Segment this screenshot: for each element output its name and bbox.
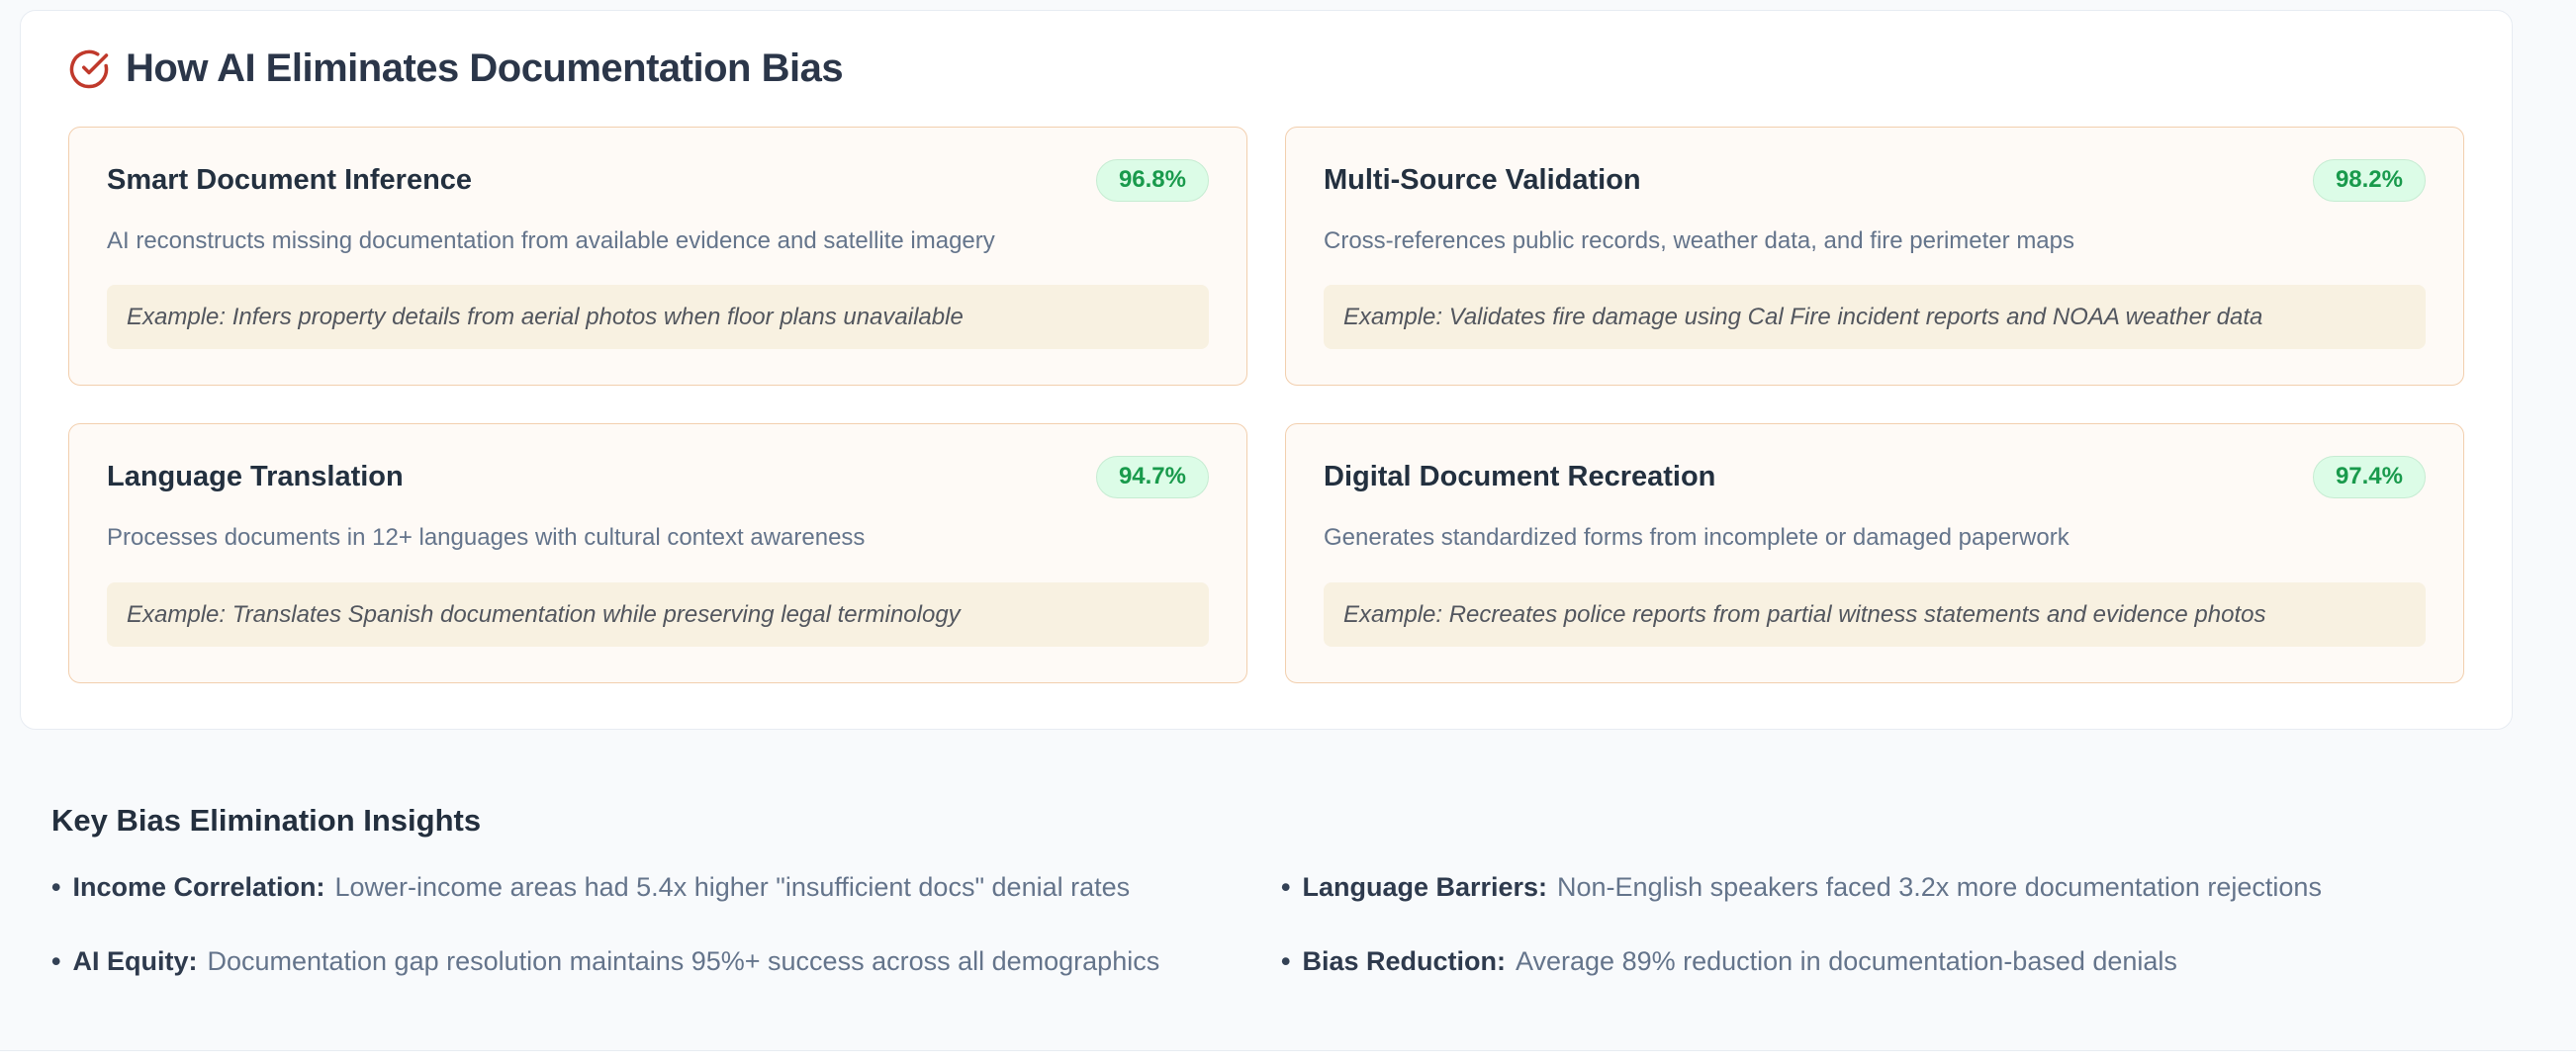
section-divider (0, 1050, 2576, 1064)
capability-example: Example: Infers property details from ae… (107, 285, 1209, 350)
accuracy-badge: 98.2% (2312, 159, 2426, 202)
insight-text: Lower-income areas had 5.4x higher "insu… (334, 872, 1131, 902)
insight-ai-equity: • AI Equity: Documentation gap resolution … (51, 944, 1265, 979)
panel-header: How AI Eliminates Documentation Bias (68, 46, 2464, 91)
capability-card-header: Digital Document Recreation 97.4% (1324, 456, 2426, 499)
documentation-bias-panel: How AI Eliminates Documentation Bias Sma… (20, 10, 2513, 730)
insights-grid: • Income Correlation: Lower-income areas h… (51, 870, 2495, 979)
accuracy-badge: 96.8% (1095, 159, 1209, 202)
bullet-icon: • (1281, 872, 1291, 902)
capability-card-digital-document-recreation: Digital Document Recreation 97.4% Genera… (1285, 423, 2464, 683)
capability-card-smart-document-inference: Smart Document Inference 96.8% AI recons… (68, 127, 1247, 387)
bullet-icon: • (51, 872, 61, 902)
capability-description: Processes documents in 12+ languages wit… (107, 524, 866, 552)
capability-title: Language Translation (107, 461, 404, 493)
capability-example: Example: Recreates police reports from p… (1324, 581, 2426, 647)
insight-text: Documentation gap resolution maintains 9… (207, 946, 1160, 977)
check-circle-icon (68, 48, 110, 90)
capability-cards-grid: Smart Document Inference 96.8% AI recons… (68, 127, 2464, 683)
capability-description: AI reconstructs missing documentation fr… (107, 226, 995, 254)
capability-title: Smart Document Inference (107, 163, 473, 196)
capability-description: Generates standardized forms from incomp… (1324, 524, 2070, 552)
insight-text: Non-English speakers faced 3.2x more doc… (1557, 872, 2322, 902)
insight-language-barriers: • Language Barriers: Non-English speakers … (1281, 870, 2495, 905)
bullet-icon: • (51, 946, 61, 977)
capability-title: Multi-Source Validation (1324, 163, 1641, 196)
capability-card-language-translation: Language Translation 94.7% Processes doc… (68, 423, 1247, 683)
insight-bias-reduction: • Bias Reduction: Average 89% reduction in… (1281, 944, 2495, 979)
insights-title: Key Bias Elimination Insights (51, 803, 482, 838)
capability-card-header: Smart Document Inference 96.8% (107, 159, 1209, 202)
insight-label: Income Correlation: (72, 872, 325, 902)
capability-example: Example: Validates fire damage using Cal… (1324, 285, 2426, 350)
capability-card-header: Multi-Source Validation 98.2% (1324, 159, 2426, 202)
capability-card-multi-source-validation: Multi-Source Validation 98.2% Cross-refe… (1285, 127, 2464, 387)
panel-title: How AI Eliminates Documentation Bias (126, 46, 844, 90)
insight-label: Language Barriers: (1302, 872, 1548, 902)
capability-description: Cross-references public records, weather… (1324, 226, 2074, 254)
capability-card-header: Language Translation 94.7% (107, 456, 1209, 499)
key-insights-section: Key Bias Elimination Insights • Income Co… (51, 803, 2495, 979)
insight-income-correlation: • Income Correlation: Lower-income areas h… (51, 870, 1265, 905)
capability-title: Digital Document Recreation (1324, 461, 1716, 493)
insight-label: Bias Reduction: (1302, 946, 1506, 977)
accuracy-badge: 94.7% (1095, 456, 1209, 499)
accuracy-badge: 97.4% (2312, 456, 2426, 499)
insight-text: Average 89% reduction in documentation-b… (1515, 946, 2177, 977)
bullet-icon: • (1281, 946, 1291, 977)
capability-example: Example: Translates Spanish documentatio… (107, 581, 1209, 647)
insight-label: AI Equity: (72, 946, 198, 977)
